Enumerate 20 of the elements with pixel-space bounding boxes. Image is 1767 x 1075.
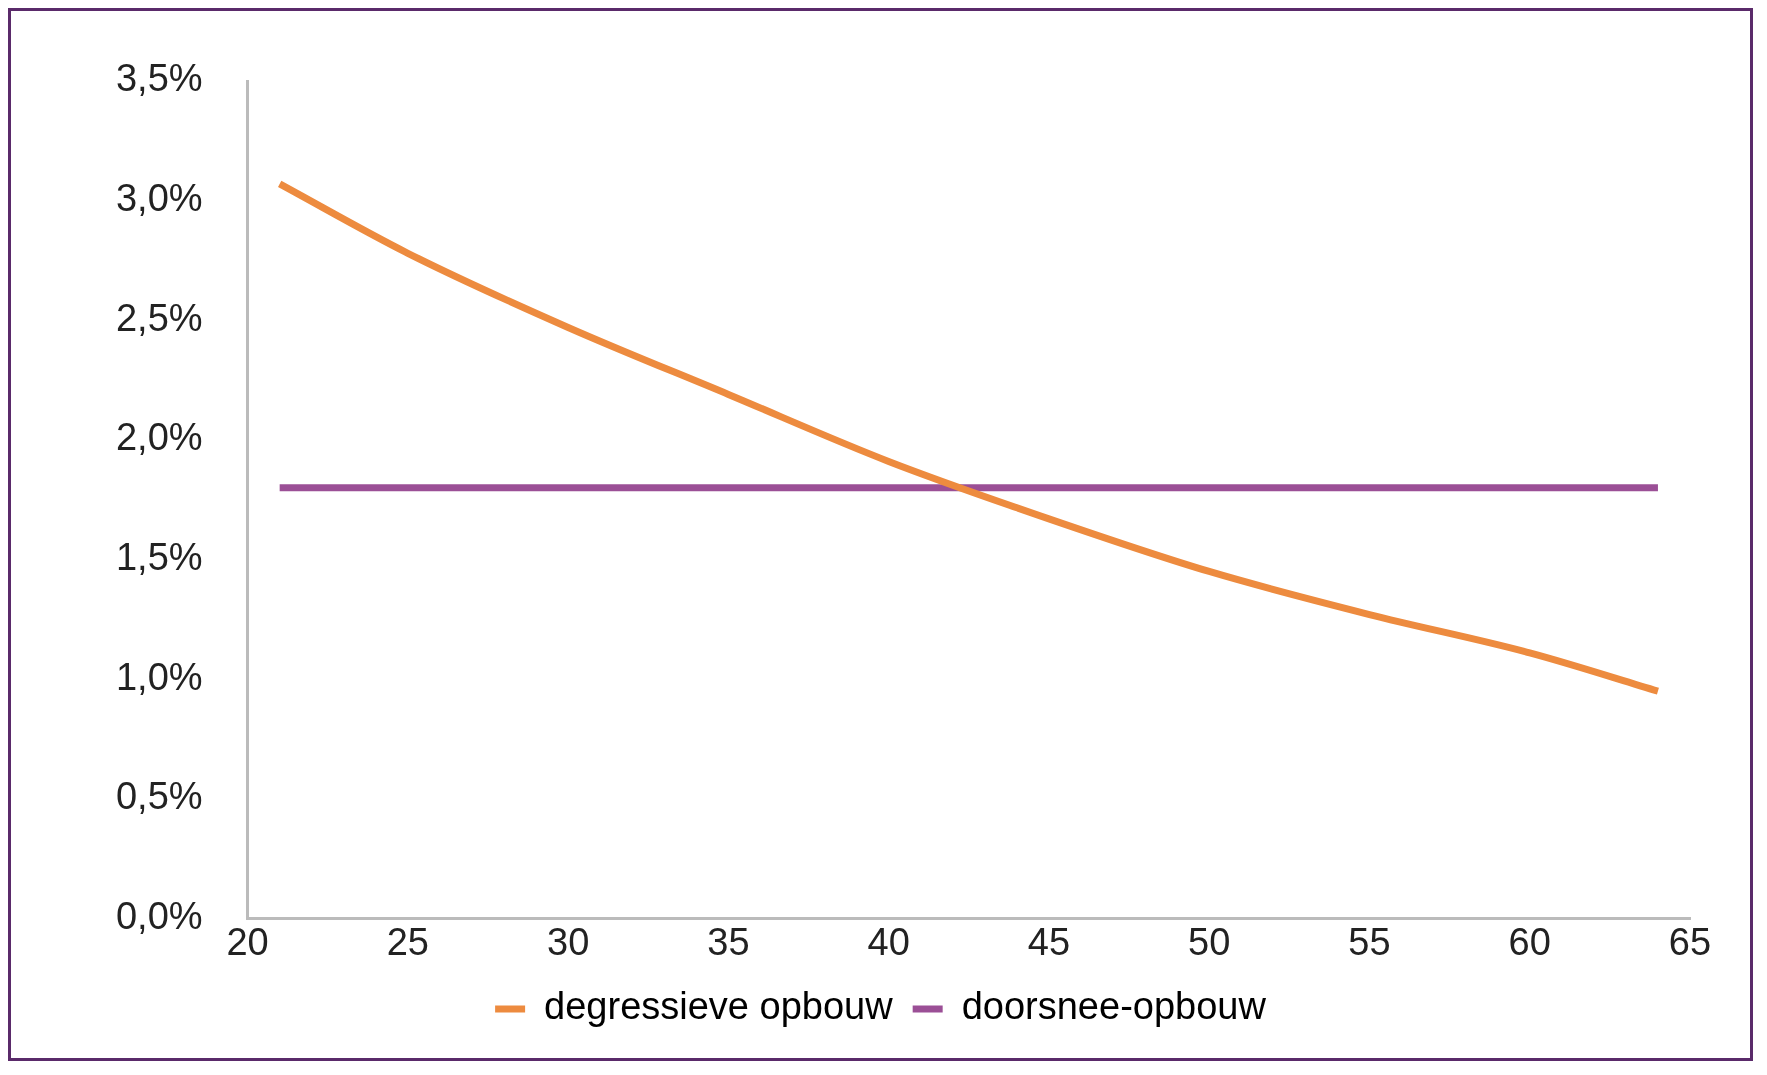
x-tick-label: 60 [1508, 920, 1551, 963]
x-tick-label: 35 [707, 920, 750, 963]
x-tick-label: 30 [547, 920, 590, 963]
legend-label: doorsnee-opbouw [961, 985, 1267, 1028]
x-tick-label: 50 [1188, 920, 1231, 963]
y-tick-label: 0,5% [115, 775, 203, 818]
x-tick-label: 45 [1027, 920, 1071, 963]
y-tick-label: 1,0% [115, 655, 203, 698]
y-tick-label: 1,5% [115, 536, 203, 578]
y-tick-label: 2,0% [115, 416, 203, 459]
y-tick-label: 3,5% [115, 57, 203, 100]
legend-label: degressieve opbouw [544, 985, 894, 1028]
x-tick-label: 25 [386, 920, 430, 963]
x-tick-label: 65 [1668, 920, 1712, 963]
y-tick-label: 2,5% [115, 296, 203, 339]
x-tick-label: 20 [226, 920, 269, 963]
y-tick-label: 3,0% [115, 177, 203, 220]
y-tick-label: 0,0% [115, 894, 203, 937]
x-tick-label: 55 [1348, 920, 1391, 963]
x-tick-label: 40 [867, 920, 910, 963]
